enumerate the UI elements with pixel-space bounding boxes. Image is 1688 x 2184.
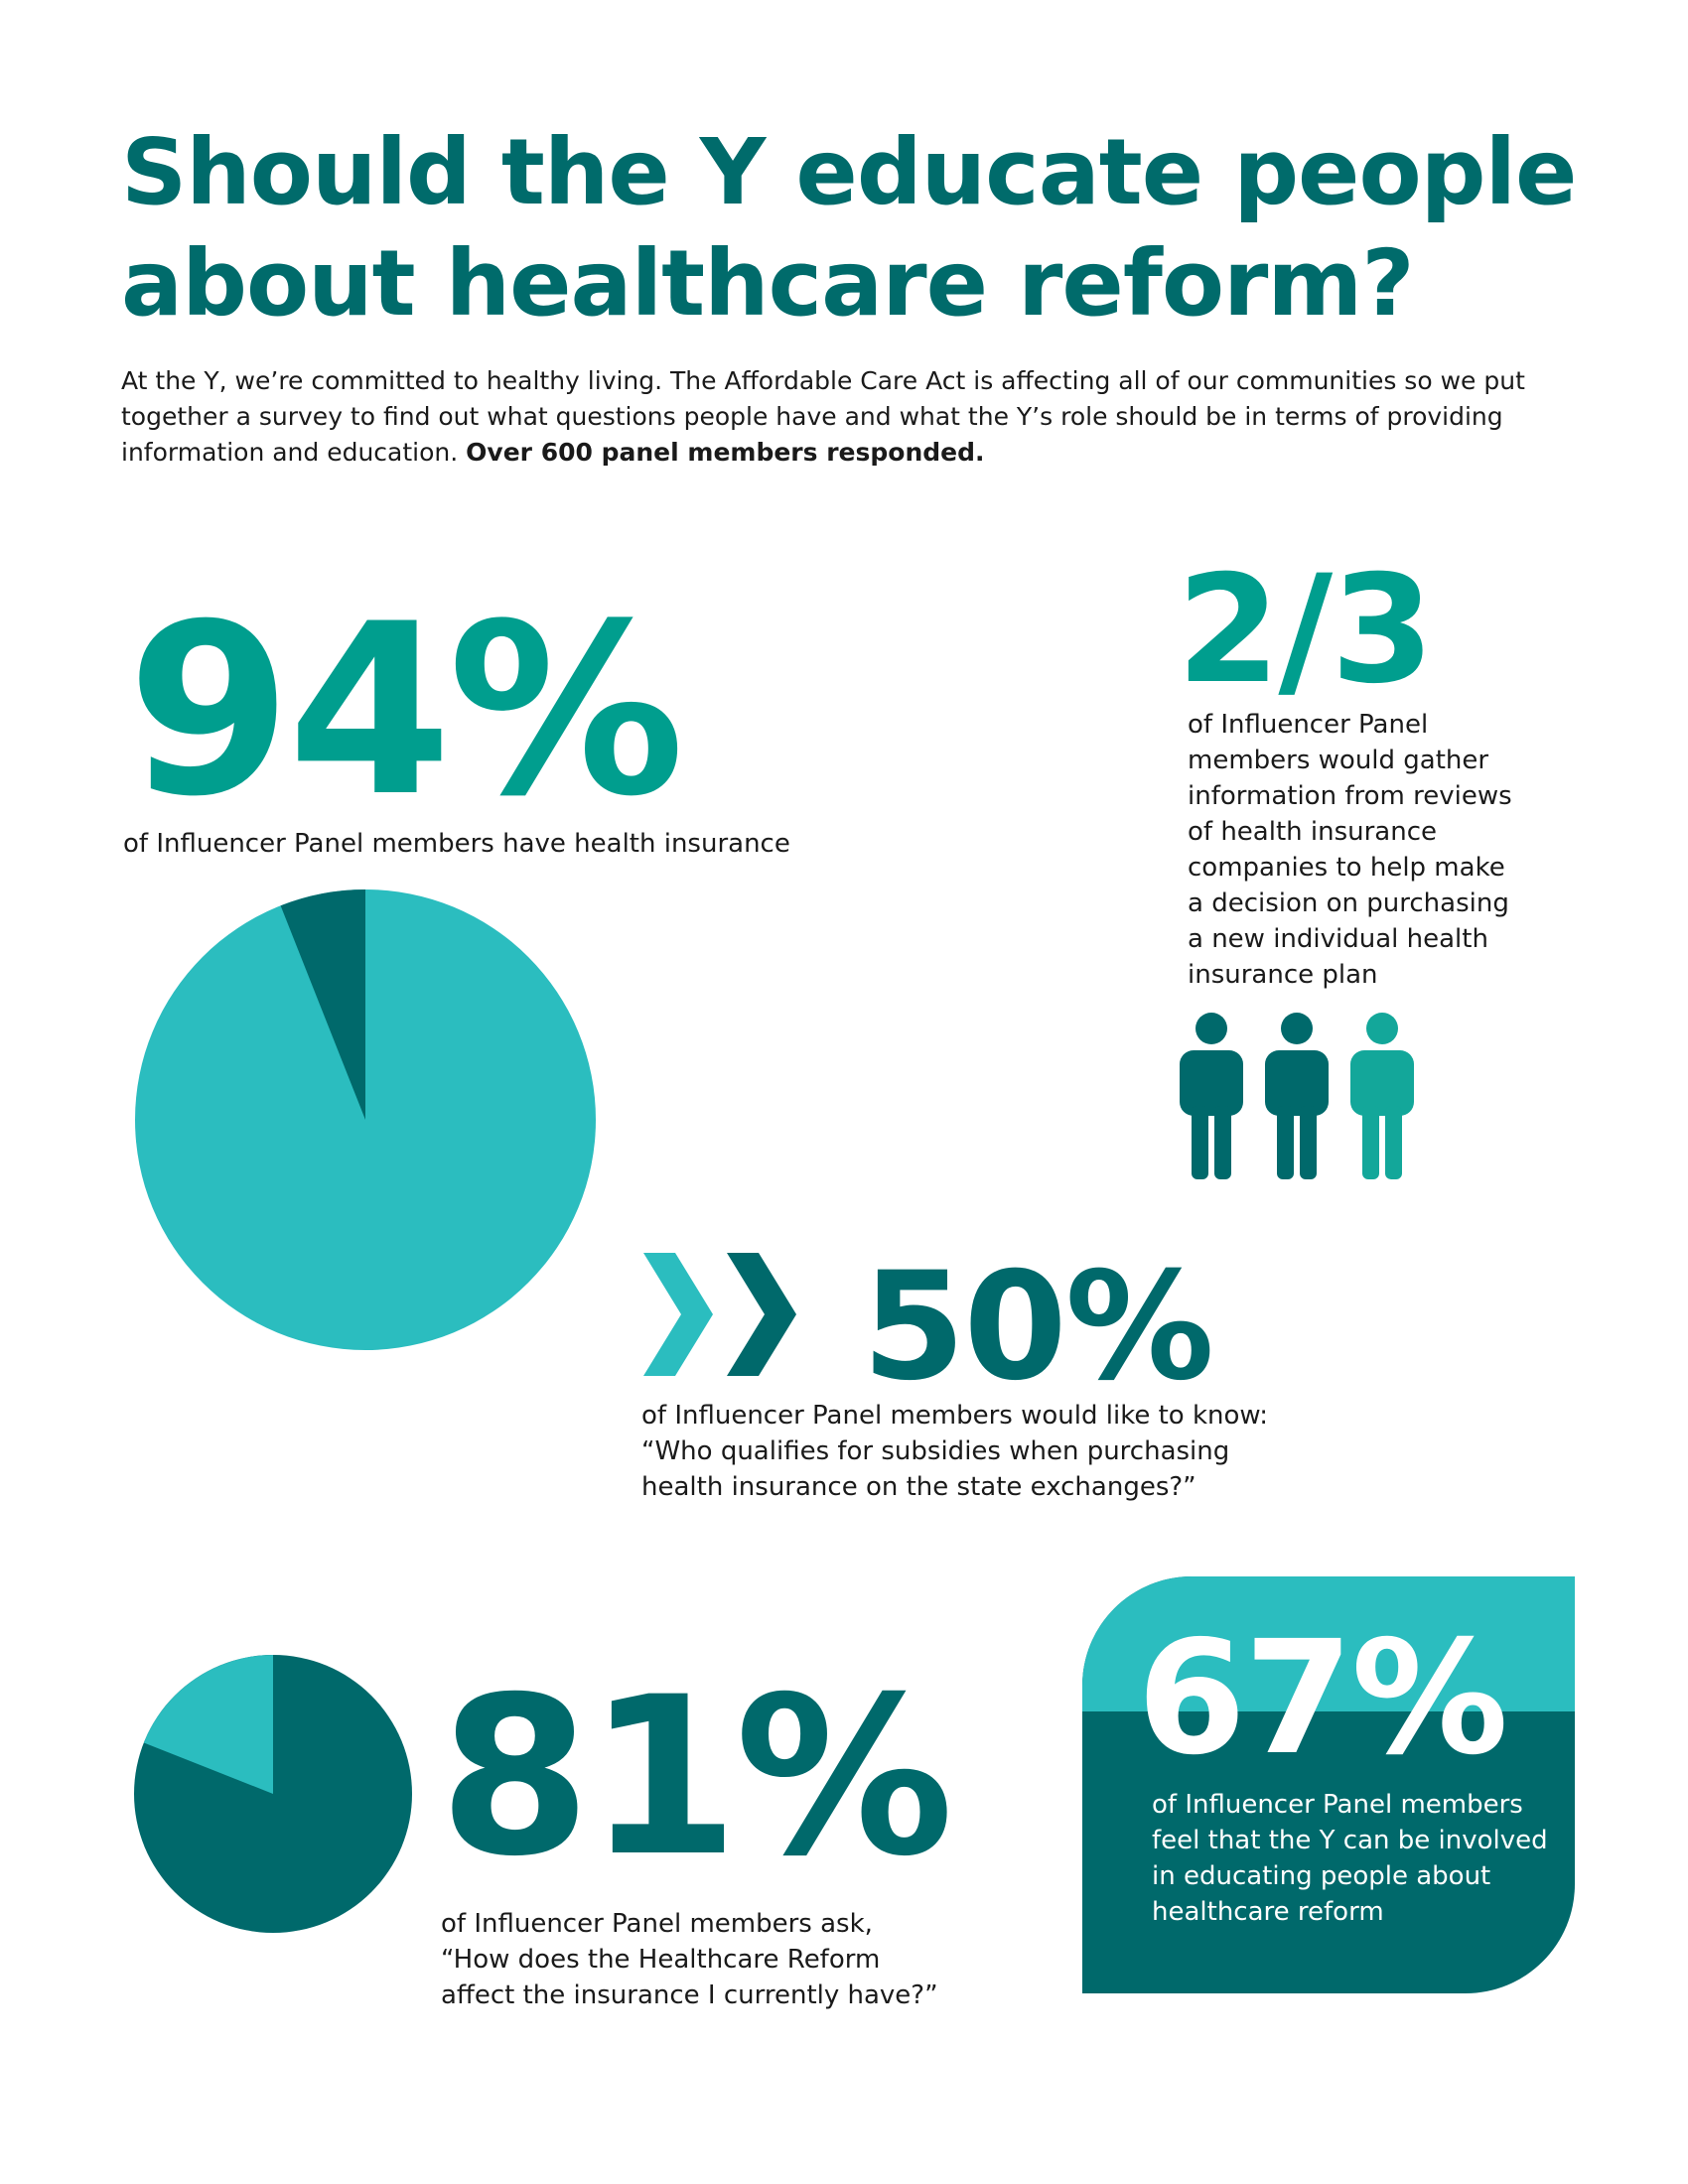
chevron-right-icon [727, 1253, 796, 1376]
intro-text: At the Y, we’re committed to healthy liv… [121, 366, 1525, 467]
stat-50-caption: of Influencer Panel members would like t… [641, 1398, 1336, 1505]
stat-67-card [1082, 1576, 1575, 1993]
caption-line: information from reviews [1188, 781, 1512, 811]
stat-81-caption: of Influencer Panel members ask, “How do… [441, 1906, 997, 2013]
pie-chart-94 [135, 889, 596, 1350]
stat-94-caption: of Influencer Panel members have health … [123, 829, 790, 859]
caption-line: of Influencer Panel [1188, 710, 1429, 740]
person-icon [1180, 1013, 1243, 1179]
chevron-right-icon [643, 1253, 713, 1376]
caption-line: health insurance on the state exchanges?… [641, 1472, 1196, 1502]
page-title: Should the Y educate people about health… [121, 119, 1577, 337]
caption-line: of Influencer Panel members ask, [441, 1909, 873, 1939]
caption-line: feel that the Y can be involved [1152, 1826, 1548, 1855]
pie-chart-81 [134, 1655, 412, 1933]
caption-line: in educating people about [1152, 1861, 1491, 1891]
caption-line: of Influencer Panel members [1152, 1790, 1523, 1820]
caption-line: insurance plan [1188, 960, 1378, 990]
caption-line: a decision on purchasing [1188, 888, 1509, 918]
stat-67-caption: of Influencer Panel members feel that th… [1152, 1787, 1549, 1930]
pie-94-minor-slice [280, 889, 365, 1120]
caption-line: healthcare reform [1152, 1897, 1384, 1927]
people-icons [1180, 1013, 1414, 1179]
stat-67-card-top-band [1082, 1576, 1575, 1711]
pie-81-minor-slice [143, 1655, 273, 1794]
stat-94-value: 94% [127, 574, 685, 849]
caption-line: “How does the Healthcare Reform [441, 1945, 881, 1975]
caption-line: members would gather [1188, 746, 1489, 775]
person-icon [1265, 1013, 1329, 1179]
person-icon [1350, 1013, 1414, 1179]
stat-2-3-value: 2/3 [1177, 544, 1435, 717]
stat-50-value: 50% [862, 1241, 1214, 1414]
caption-line: companies to help make [1188, 853, 1505, 883]
stat-2-3-caption: of Influencer Panel members would gather… [1188, 707, 1515, 993]
caption-line: “Who qualifies for subsidies when purcha… [641, 1436, 1230, 1466]
chevron-arrows [643, 1253, 796, 1376]
intro-bold-text: Over 600 panel members responded. [466, 438, 985, 467]
stat-81-value: 81% [439, 1650, 954, 1904]
caption-line: a new individual health [1188, 924, 1488, 954]
caption-line: affect the insurance I currently have?” [441, 1980, 938, 2010]
stat-67-value: 67% [1137, 1607, 1508, 1790]
intro-paragraph: At the Y, we’re committed to healthy liv… [121, 363, 1531, 471]
caption-line: of Influencer Panel members would like t… [641, 1401, 1268, 1431]
caption-line: of health insurance [1188, 817, 1438, 847]
